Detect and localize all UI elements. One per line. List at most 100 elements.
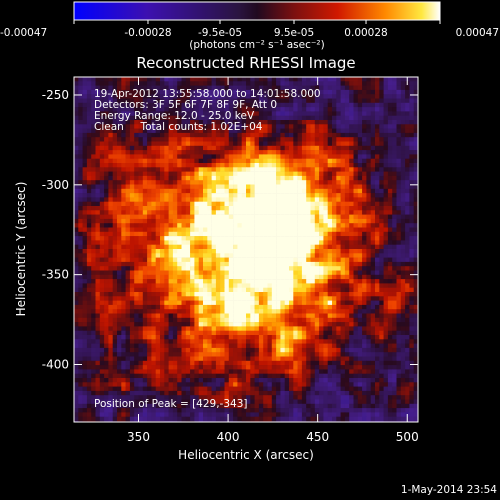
heatmap-cell (323, 94, 328, 99)
heatmap-cell (276, 322, 281, 327)
heatmap-cell (400, 236, 406, 241)
heatmap-cell (271, 214, 277, 220)
heatmap-cell (413, 128, 418, 134)
heatmap-cell (138, 339, 144, 344)
heatmap-cell (418, 271, 423, 276)
heatmap-cell (220, 210, 225, 215)
heatmap-cell (267, 210, 273, 215)
heatmap-cell (194, 210, 199, 215)
heatmap-cell (284, 98, 290, 104)
heatmap-cell (306, 89, 311, 95)
heatmap-cell (224, 223, 230, 228)
heatmap-cell (233, 300, 238, 306)
heatmap-cell (207, 201, 212, 207)
heatmap-cell (263, 193, 268, 198)
heatmap-cell (405, 231, 410, 237)
heatmap-cell (379, 94, 384, 99)
heatmap-cell (289, 115, 294, 121)
heatmap-cell (409, 89, 414, 95)
heatmap-cell (121, 223, 126, 228)
heatmap-cell (112, 249, 118, 254)
heatmap-cell (108, 292, 113, 297)
heatmap-cell (353, 227, 359, 233)
heatmap-cell (129, 279, 135, 284)
heatmap-cell (357, 283, 363, 288)
heatmap-cell (284, 120, 290, 125)
heatmap-cell (409, 304, 414, 310)
heatmap-cell (112, 210, 118, 215)
heatmap-cell (297, 115, 303, 121)
heatmap-cell (418, 137, 423, 142)
heatmap-cell (151, 167, 156, 172)
heatmap-cell (332, 326, 337, 331)
heatmap-cell (413, 283, 418, 288)
heatmap-cell (185, 184, 191, 190)
heatmap-cell (125, 317, 131, 323)
heatmap-cell (396, 107, 402, 112)
heatmap-cell (375, 171, 380, 177)
heatmap-cell (241, 180, 247, 185)
heatmap-cell (74, 236, 79, 241)
heatmap-cell (151, 102, 156, 108)
heatmap-cell (138, 218, 144, 224)
heatmap-cell (74, 335, 79, 340)
heatmap-cell (314, 180, 320, 185)
heatmap-cell (289, 81, 294, 86)
heatmap-cell (104, 326, 109, 331)
heatmap-cell (138, 266, 144, 271)
heatmap-cell (198, 150, 204, 155)
heatmap-cell (129, 145, 135, 151)
heatmap-cell (344, 175, 350, 181)
heatmap-cell (207, 304, 212, 310)
heatmap-cell (233, 102, 238, 108)
heatmap-cell (160, 150, 165, 155)
heatmap-cell (86, 85, 92, 91)
heatmap-cell (207, 163, 212, 168)
heatmap-cell (134, 214, 139, 220)
heatmap-cell (82, 240, 88, 245)
heatmap-cell (138, 163, 144, 168)
heatmap-cell (267, 335, 273, 340)
heatmap-cell (306, 292, 311, 297)
heatmap-cell (405, 283, 410, 288)
heatmap-cell (301, 236, 307, 241)
heatmap-cell (228, 287, 234, 293)
heatmap-cell (155, 279, 161, 284)
heatmap-cell (409, 236, 414, 241)
heatmap-cell (353, 150, 359, 155)
heatmap-cell (332, 94, 337, 99)
heatmap-cell (147, 339, 152, 344)
heatmap-cell (241, 292, 247, 297)
heatmap-cell (400, 227, 406, 233)
heatmap-cell (323, 231, 328, 237)
heatmap-cell (284, 227, 290, 233)
heatmap-cell (276, 85, 281, 91)
heatmap-cell (233, 197, 238, 202)
heatmap-cell (357, 300, 363, 306)
heatmap-cell (336, 227, 341, 233)
heatmap-cell (263, 158, 268, 164)
heatmap-cell (164, 227, 169, 233)
heatmap-cell (409, 261, 414, 267)
heatmap-cell (91, 227, 96, 233)
heatmap-cell (168, 137, 174, 142)
heatmap-cell (340, 249, 346, 254)
heatmap-cell (280, 124, 285, 129)
heatmap-cell (237, 296, 242, 301)
heatmap-cell (310, 184, 316, 190)
heatmap-cell (220, 193, 225, 198)
heatmap-cell (168, 270, 174, 276)
heatmap-cell (314, 188, 320, 194)
heatmap-cell (147, 107, 152, 112)
heatmap-cell (254, 128, 260, 134)
heatmap-cell (168, 167, 174, 172)
heatmap-cell (405, 210, 410, 215)
heatmap-cell (366, 154, 371, 159)
heatmap-cell (211, 274, 217, 280)
heatmap-cell (306, 193, 311, 198)
heatmap-cell (147, 154, 152, 159)
heatmap-cell (138, 300, 144, 306)
heatmap-cell (340, 167, 346, 172)
heatmap-cell (246, 257, 251, 263)
heatmap-cell (284, 171, 290, 177)
